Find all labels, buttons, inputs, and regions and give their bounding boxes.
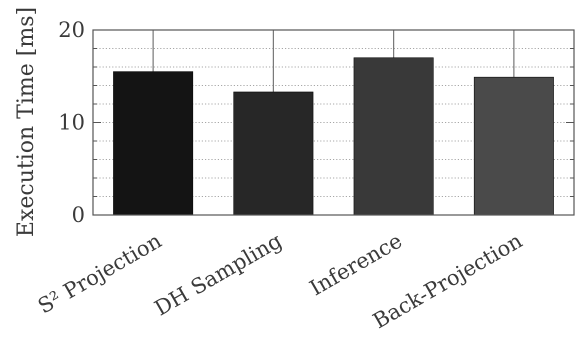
category-label: S² Projection — [34, 229, 166, 319]
y-axis-label: Execution Time [ms] — [14, 7, 39, 237]
y-tick-label: 20 — [58, 18, 85, 42]
bar-3 — [354, 58, 433, 215]
y-tick-label: 10 — [58, 111, 85, 135]
category-label: Inference — [306, 229, 407, 301]
bar-2 — [234, 92, 313, 215]
category-label: DH Sampling — [150, 229, 285, 321]
y-tick-label: 0 — [72, 203, 85, 227]
bar-1 — [113, 72, 192, 215]
bar-4 — [474, 77, 553, 215]
